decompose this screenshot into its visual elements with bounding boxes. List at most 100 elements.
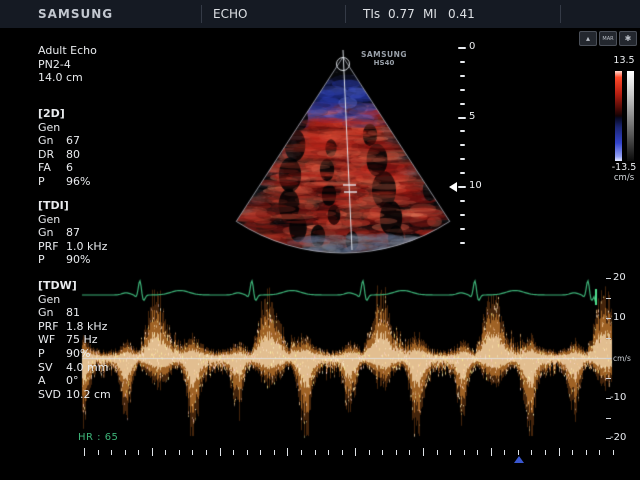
preset-line: PN2-4 [38, 57, 71, 71]
depth-tick [458, 47, 466, 49]
param-label: P [38, 253, 45, 267]
time-tick [355, 448, 357, 456]
depth-label: 5 [469, 110, 476, 122]
time-tick [151, 448, 153, 456]
param-value: 1.8 kHz [66, 319, 108, 333]
time-tick [572, 450, 574, 455]
param-row: PRF 1.0 kHz [38, 240, 168, 254]
time-tick [287, 448, 289, 456]
depth-tick [460, 130, 465, 133]
image-thumbnail-icon[interactable]: ▴ [579, 31, 597, 46]
exam-title: ECHO [213, 7, 248, 21]
time-tick [423, 448, 424, 456]
time-tick [436, 450, 438, 455]
param-row: Gn 81 [38, 306, 168, 320]
param-value: 90% [66, 253, 91, 267]
param-value: 1.0 kHz [66, 239, 108, 253]
topbar-divider [345, 5, 346, 23]
time-tick [341, 450, 343, 455]
param-value: 80 [66, 147, 80, 161]
param-label: P [38, 346, 45, 360]
depth-tick [460, 60, 465, 63]
param-value: 75 Hz [66, 333, 98, 347]
ti-value: 0.77 [388, 7, 415, 21]
param-row: Gn 87 [38, 226, 168, 240]
param-value: 0° [66, 374, 79, 388]
samsung-logo: SAMSUNG [38, 7, 114, 21]
param-label: P [38, 174, 45, 188]
section-header: [2D] [38, 107, 65, 120]
exam-preset-info: Adult Echo PN2-4 14.0 cm [38, 44, 168, 85]
time-tick [124, 450, 126, 455]
depth-tick [460, 102, 465, 105]
velocity-label: cm/s [613, 354, 631, 363]
param-row: DR 80 [38, 148, 168, 162]
param-value: 10.2 cm [66, 387, 111, 401]
time-tick [300, 450, 302, 455]
ti-label: TIs [363, 7, 381, 21]
preset-line: 14.0 cm [38, 71, 83, 85]
mi-value: 0.41 [448, 7, 475, 21]
time-tick [545, 450, 547, 455]
depth-tick [460, 144, 465, 147]
time-tick [490, 448, 492, 456]
time-tick [246, 450, 248, 455]
param-label: A [38, 374, 46, 388]
depth-tick [460, 74, 465, 77]
time-tick [531, 450, 533, 455]
param-label: DR [38, 147, 55, 161]
depth-tick [460, 241, 465, 244]
network-icon[interactable]: ✱ [619, 31, 637, 46]
param-section-tdw: [TDW] Gen Gn 81 PRF 1.8 kHz WF 75 Hz P 90% SV 4.0 m… [38, 279, 168, 401]
time-tick [84, 448, 85, 456]
depth-tick [460, 88, 465, 91]
velocity-label: 20 [613, 272, 626, 283]
time-tick [477, 450, 479, 455]
velocity-tick [606, 318, 611, 319]
preset-line: Adult Echo [38, 44, 97, 57]
param-value: 67 [66, 134, 80, 148]
velocity-tick [606, 398, 611, 399]
param-row: P 90% [38, 347, 168, 361]
section-mode: Gen [38, 212, 61, 226]
section-header: [TDW] [38, 279, 77, 292]
colorbar-unit: cm/s [613, 173, 635, 183]
section-mode: Gen [38, 292, 61, 306]
param-row: PRF 1.8 kHz [38, 320, 168, 334]
depth-tick [458, 116, 466, 119]
grayscale-bar [627, 71, 634, 161]
time-tick [517, 450, 519, 455]
section-mode: Gen [38, 120, 61, 134]
param-label: Gn [38, 226, 54, 240]
section-header: [TDI] [38, 199, 69, 212]
time-tick [368, 450, 370, 455]
time-tick [97, 450, 99, 455]
time-tick [206, 450, 208, 455]
colorbar-min-label: -13.5 [611, 162, 637, 173]
param-label: SV [38, 360, 53, 374]
time-tick [260, 450, 262, 455]
focus-marker-icon [449, 181, 457, 192]
time-tick [233, 450, 235, 455]
topbar-divider [201, 5, 202, 23]
param-label: PRF [38, 239, 59, 253]
param-row: SVD 10.2 cm [38, 388, 168, 402]
depth-label: 10 [469, 180, 482, 191]
velocity-label: -10 [610, 392, 627, 403]
mar-icon[interactable]: MAR [599, 31, 617, 46]
top-status-bar: SAMSUNG ECHO TIs 0.77 MI 0.41 [0, 0, 640, 28]
sweep-marker-icon [514, 456, 524, 463]
param-row: P 96% [38, 175, 168, 189]
param-label: Gn [38, 306, 54, 320]
velocity-label: 10 [613, 312, 626, 323]
velocity-tick [606, 378, 611, 379]
time-tick [450, 450, 452, 455]
time-tick [314, 450, 316, 455]
time-tick [328, 450, 330, 455]
param-value: 90% [66, 346, 91, 360]
time-tick [585, 450, 587, 455]
param-label: SVD [38, 387, 61, 401]
time-tick [504, 450, 506, 455]
